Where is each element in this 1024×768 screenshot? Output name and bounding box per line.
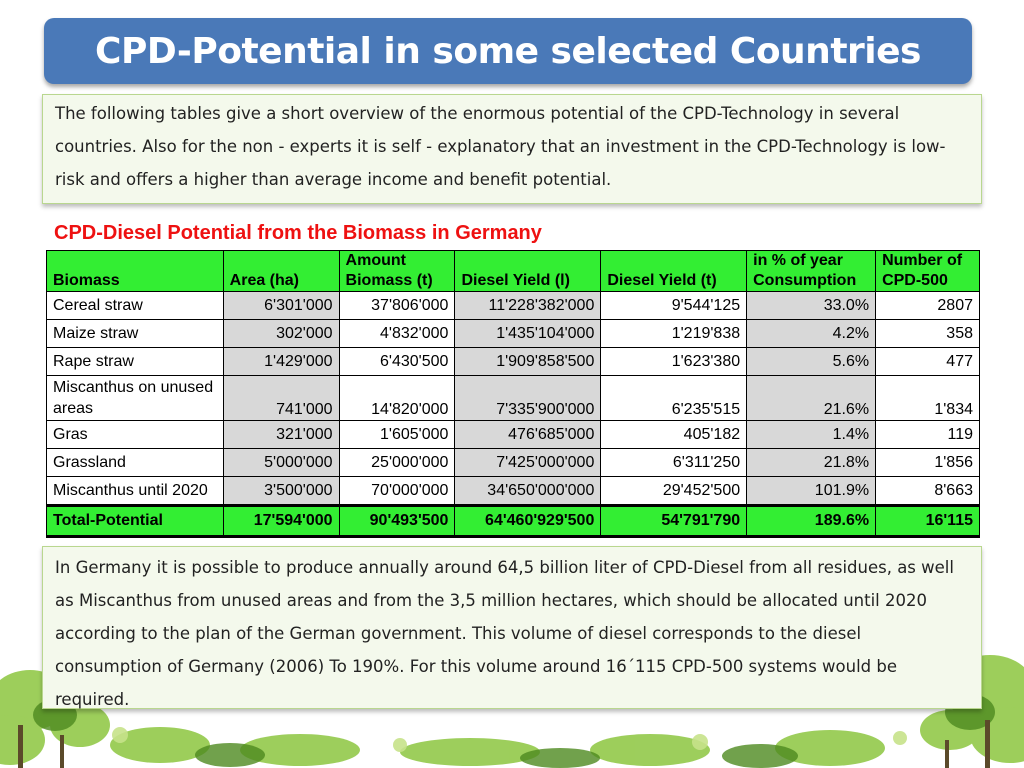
total-amount: 90'493'500 [338, 504, 456, 538]
title-bar: CPD-Potential in some selected Countries [44, 18, 972, 84]
header-diesel-yield-l: Diesel Yield (l) [454, 250, 602, 292]
cell-diesel-l: 11'228'382'000 [454, 291, 602, 320]
table-row: Miscanthus until 2020 3'500'000 70'000'0… [46, 476, 980, 506]
total-row: Total-Potential 17'594'000 90'493'500 64… [46, 504, 980, 538]
cell-percent: 21.6% [746, 375, 877, 421]
cell-area: 6'301'000 [222, 291, 340, 320]
cell-biomass: Maize straw [46, 319, 224, 348]
cell-area: 1'429'000 [222, 347, 340, 376]
cell-percent: 101.9% [746, 476, 877, 506]
cell-amount: 1'605'000 [338, 420, 456, 449]
cell-amount: 37'806'000 [338, 291, 456, 320]
table-row: Maize straw 302'000 4'832'000 1'435'104'… [46, 319, 980, 348]
cell-count: 1'856 [875, 448, 980, 477]
cell-percent: 4.2% [746, 319, 877, 348]
cell-amount: 70'000'000 [338, 476, 456, 506]
cell-diesel-l: 476'685'000 [454, 420, 602, 449]
header-amount-biomass: Amount Biomass (t) [338, 250, 456, 292]
cell-count: 1'834 [875, 375, 980, 421]
conclusion-textbox: In Germany it is possible to produce ann… [42, 546, 982, 709]
table-title: CPD-Diesel Potential from the Biomass in… [54, 222, 542, 244]
cell-area: 5'000'000 [222, 448, 340, 477]
total-label: Total-Potential [46, 504, 224, 538]
total-percent: 189.6% [746, 504, 877, 538]
cell-biomass: Miscanthus on unused areas [46, 375, 224, 421]
cell-count: 119 [875, 420, 980, 449]
cell-diesel-t: 1'219'838 [600, 319, 748, 348]
header-biomass: Biomass [46, 250, 224, 292]
header-area: Area (ha) [222, 250, 340, 292]
cell-diesel-l: 7'425'000'000 [454, 448, 602, 477]
total-count: 16'115 [875, 504, 980, 538]
header-diesel-yield-t: Diesel Yield (t) [600, 250, 748, 292]
cell-area: 3'500'000 [222, 476, 340, 506]
cell-diesel-t: 6'235'515 [600, 375, 748, 421]
cell-percent: 5.6% [746, 347, 877, 376]
cell-diesel-l: 1'909'858'500 [454, 347, 602, 376]
table-row: Grassland 5'000'000 25'000'000 7'425'000… [46, 448, 980, 477]
cell-count: 477 [875, 347, 980, 376]
header-percent-consumption: in % of year Consumption [746, 250, 877, 292]
header-number-cpd500: Number of CPD-500 [875, 250, 980, 292]
cell-amount: 25'000'000 [338, 448, 456, 477]
cell-amount: 4'832'000 [338, 319, 456, 348]
cell-count: 2807 [875, 291, 980, 320]
cell-area: 302'000 [222, 319, 340, 348]
cell-count: 8'663 [875, 476, 980, 506]
total-diesel-t: 54'791'790 [600, 504, 748, 538]
cell-percent: 1.4% [746, 420, 877, 449]
cell-diesel-t: 29'452'500 [600, 476, 748, 506]
cell-biomass: Gras [46, 420, 224, 449]
table-row: Gras 321'000 1'605'000 476'685'000 405'1… [46, 420, 980, 449]
conclusion-text: In Germany it is possible to produce ann… [55, 558, 954, 709]
table-row: Rape straw 1'429'000 6'430'500 1'909'858… [46, 347, 980, 376]
cell-diesel-t: 9'544'125 [600, 291, 748, 320]
total-area: 17'594'000 [222, 504, 340, 538]
cell-biomass: Cereal straw [46, 291, 224, 320]
biomass-potential-table: Biomass Area (ha) Amount Biomass (t) Die… [46, 250, 980, 538]
cell-percent: 21.8% [746, 448, 877, 477]
cell-diesel-l: 7'335'900'000 [454, 375, 602, 421]
total-diesel-l: 64'460'929'500 [454, 504, 602, 538]
cell-area: 741'000 [222, 375, 340, 421]
cell-biomass: Miscanthus until 2020 [46, 476, 224, 506]
cell-count: 358 [875, 319, 980, 348]
intro-textbox: The following tables give a short overvi… [42, 94, 982, 204]
cell-biomass: Grassland [46, 448, 224, 477]
cell-diesel-t: 6'311'250 [600, 448, 748, 477]
cell-amount: 14'820'000 [338, 375, 456, 421]
cell-amount: 6'430'500 [338, 347, 456, 376]
cell-diesel-t: 405'182 [600, 420, 748, 449]
table-row: Miscanthus on unused areas 741'000 14'82… [46, 375, 980, 421]
cell-area: 321'000 [222, 420, 340, 449]
page-title: CPD-Potential in some selected Countries [95, 30, 921, 72]
table-header-row: Biomass Area (ha) Amount Biomass (t) Die… [46, 250, 980, 292]
cell-diesel-l: 34'650'000'000 [454, 476, 602, 506]
cell-biomass: Rape straw [46, 347, 224, 376]
cell-diesel-t: 1'623'380 [600, 347, 748, 376]
intro-text: The following tables give a short overvi… [55, 104, 946, 189]
table-row: Cereal straw 6'301'000 37'806'000 11'228… [46, 291, 980, 320]
cell-diesel-l: 1'435'104'000 [454, 319, 602, 348]
cell-percent: 33.0% [746, 291, 877, 320]
